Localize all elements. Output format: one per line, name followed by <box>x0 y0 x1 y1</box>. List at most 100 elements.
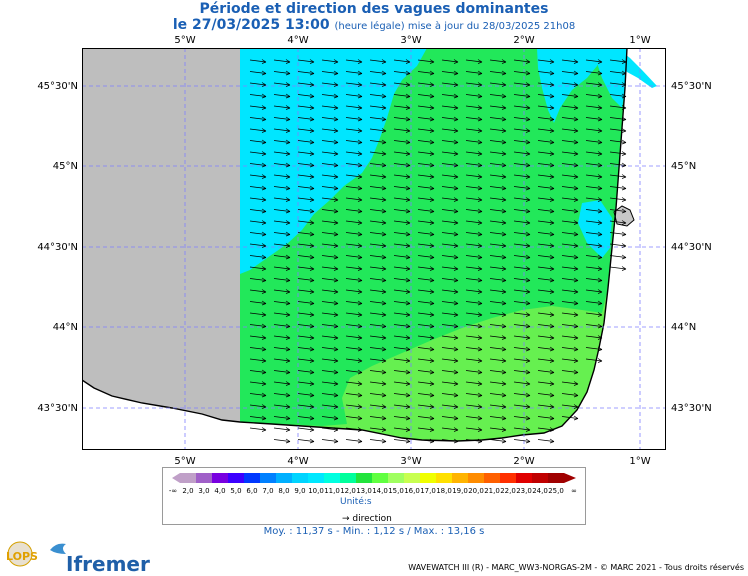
direction-arrow-head <box>357 392 363 398</box>
direction-arrow-head <box>621 59 627 64</box>
direction-arrow-head <box>549 105 555 110</box>
colorbar-segment <box>452 473 468 483</box>
direction-arrow <box>297 347 315 350</box>
direction-arrow <box>489 358 507 362</box>
direction-arrow-head <box>525 220 531 225</box>
direction-arrow <box>465 301 483 304</box>
direction-arrow-head <box>285 289 291 294</box>
direction-arrow <box>513 324 531 327</box>
direction-arrow-head <box>501 197 507 202</box>
direction-arrow-head <box>285 185 291 191</box>
direction-arrow <box>561 416 579 419</box>
direction-arrow-head <box>525 82 531 87</box>
direction-arrow <box>345 232 363 235</box>
direction-arrow-head <box>549 346 555 352</box>
direction-arrow-head <box>285 277 291 283</box>
colorbar-tick-label: 9,0 <box>294 487 306 495</box>
colorbar-segment <box>436 473 452 483</box>
direction-arrow-head <box>261 254 267 260</box>
direction-arrow-head <box>285 93 291 99</box>
direction-arrow <box>273 255 291 258</box>
direction-arrow <box>345 427 363 431</box>
direction-arrow-head <box>285 381 291 386</box>
direction-arrow-head <box>381 381 387 386</box>
direction-arrow-head <box>597 174 603 179</box>
direction-arrow-head <box>261 277 267 283</box>
direction-arrow-head <box>525 438 531 444</box>
direction-arrow-head <box>525 59 531 64</box>
direction-arrow-head <box>309 404 315 409</box>
direction-arrow-head <box>549 59 555 64</box>
direction-arrow-head <box>501 139 507 145</box>
direction-arrow <box>513 71 531 74</box>
direction-arrow <box>513 439 531 442</box>
direction-arrow-head <box>453 289 459 294</box>
direction-arrow-head <box>477 438 483 444</box>
direction-arrow-head <box>621 82 627 87</box>
colorbar-tick-label: 5,0 <box>230 487 242 495</box>
direction-arrow <box>513 301 531 304</box>
direction-arrow-head <box>285 404 291 409</box>
direction-arrow-head <box>573 162 579 168</box>
lat-label-left-45: 45°N <box>52 161 78 172</box>
direction-arrow-head <box>405 392 411 398</box>
direction-arrow <box>489 301 507 304</box>
direction-arrow-head <box>285 59 291 64</box>
direction-arrow <box>249 393 267 396</box>
direction-arrow <box>321 347 339 350</box>
direction-arrow-head <box>525 151 531 156</box>
direction-arrow-head <box>597 277 603 283</box>
direction-arrow-head <box>309 323 315 329</box>
direction-arrow-head <box>429 312 435 317</box>
colorbar-min-label: -∞ <box>168 487 178 495</box>
direction-arrow-head <box>261 415 267 421</box>
direction-arrow-head <box>405 312 411 317</box>
direction-arrow-head <box>357 369 363 375</box>
direction-arrow <box>417 439 435 442</box>
direction-arrow-head <box>309 151 315 156</box>
direction-arrow-head <box>597 335 603 340</box>
direction-arrow <box>537 439 555 442</box>
direction-arrow <box>249 335 267 339</box>
direction-arrow <box>345 255 363 258</box>
direction-arrow <box>417 335 435 339</box>
direction-arrow-head <box>597 70 603 76</box>
direction-arrow <box>585 174 603 178</box>
direction-arrow-head <box>309 105 315 110</box>
direction-arrow <box>441 186 459 189</box>
direction-arrow <box>513 186 531 189</box>
direction-arrow <box>369 427 387 431</box>
direction-arrow <box>249 243 267 247</box>
direction-arrow <box>465 358 483 362</box>
direction-arrow <box>489 278 507 281</box>
direction-arrow-head <box>597 105 603 110</box>
direction-arrow-head <box>453 220 459 225</box>
direction-arrow <box>297 404 315 408</box>
direction-arrow-head <box>549 116 555 122</box>
direction-arrow-head <box>261 266 267 271</box>
direction-arrow <box>585 71 603 74</box>
direction-arrow <box>441 232 459 235</box>
direction-arrow-head <box>501 277 507 283</box>
direction-arrow-head <box>261 335 267 340</box>
direction-arrow <box>369 404 387 408</box>
direction-arrow <box>585 266 603 270</box>
direction-arrow-head <box>429 438 435 444</box>
direction-arrow <box>297 312 315 316</box>
direction-arrow-head <box>573 404 579 409</box>
direction-arrow <box>393 140 411 143</box>
direction-arrow <box>537 151 555 155</box>
direction-arrow-head <box>381 358 387 363</box>
direction-arrow <box>273 278 291 281</box>
colorbar-tick-label: 7,0 <box>262 487 274 495</box>
direction-arrow <box>465 140 483 143</box>
ifremer-logo-fish <box>50 543 66 554</box>
direction-arrow <box>417 82 435 86</box>
direction-arrow <box>297 255 315 258</box>
direction-arrow-head <box>573 151 579 156</box>
direction-arrow-head <box>405 289 411 294</box>
direction-arrow-head <box>621 254 627 260</box>
direction-arrow <box>585 128 603 132</box>
direction-arrow <box>465 232 483 235</box>
direction-arrow-head <box>453 427 459 432</box>
